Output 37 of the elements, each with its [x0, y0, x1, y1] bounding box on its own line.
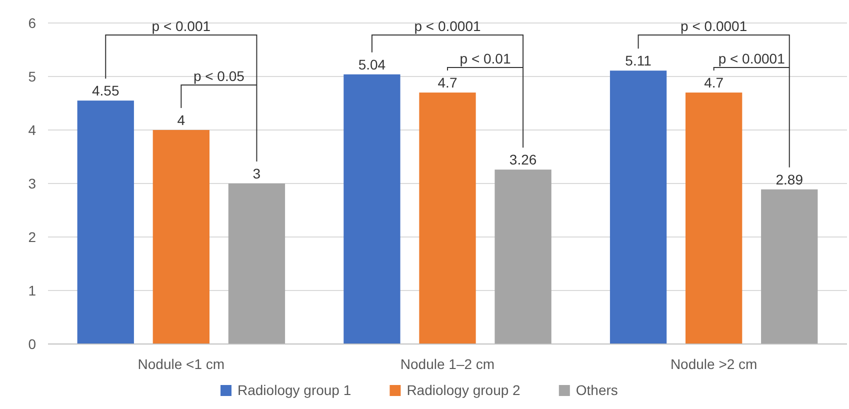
annotation: p < 0.0001: [718, 50, 786, 67]
bar: [761, 189, 818, 344]
legend-label: Radiology group 1: [238, 382, 352, 398]
bar: [77, 100, 134, 344]
data-label: 2.89: [776, 171, 804, 188]
bar: [494, 170, 552, 344]
data-label: 4.7: [438, 74, 458, 91]
x-tick-label: Nodule <1 cm: [138, 356, 225, 372]
bar: [228, 184, 286, 344]
data-label: 4: [177, 112, 186, 128]
y-tick-label: 6: [28, 15, 36, 31]
x-tick-label: Nodule >2 cm: [670, 356, 758, 372]
bar: [419, 92, 476, 344]
x-tick-label: Nodule 1–2 cm: [400, 356, 495, 372]
data-label: 3: [252, 166, 261, 182]
legend-label: Others: [576, 382, 618, 398]
bar: [344, 74, 400, 344]
y-tick-label: 2: [28, 229, 36, 245]
annotation: p < 0.0001: [680, 18, 748, 34]
bar: [610, 70, 667, 344]
data-label: 4.7: [704, 74, 724, 91]
data-label: 5.04: [358, 56, 386, 72]
annotation: p < 0.05: [193, 68, 245, 84]
y-tick-label: 1: [28, 282, 36, 298]
y-tick-label: 0: [28, 336, 36, 352]
annotation: p < 0.01: [460, 50, 511, 67]
data-label: 3.26: [509, 152, 537, 168]
bar: [152, 130, 210, 344]
bar: [686, 92, 742, 344]
y-tick-label: 4: [28, 122, 36, 138]
y-tick-label: 3: [28, 176, 36, 192]
annotation: p < 0.001: [152, 18, 211, 34]
annotation: p < 0.0001: [414, 18, 481, 34]
data-label: 5.11: [625, 52, 652, 69]
y-tick-label: 5: [28, 68, 36, 84]
data-label: 4.55: [92, 82, 120, 99]
legend-label: Radiology group 2: [406, 382, 521, 398]
